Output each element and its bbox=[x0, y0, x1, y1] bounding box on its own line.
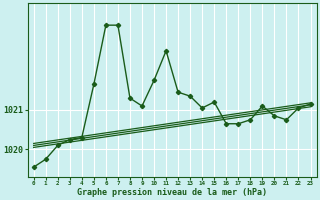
X-axis label: Graphe pression niveau de la mer (hPa): Graphe pression niveau de la mer (hPa) bbox=[77, 188, 267, 197]
